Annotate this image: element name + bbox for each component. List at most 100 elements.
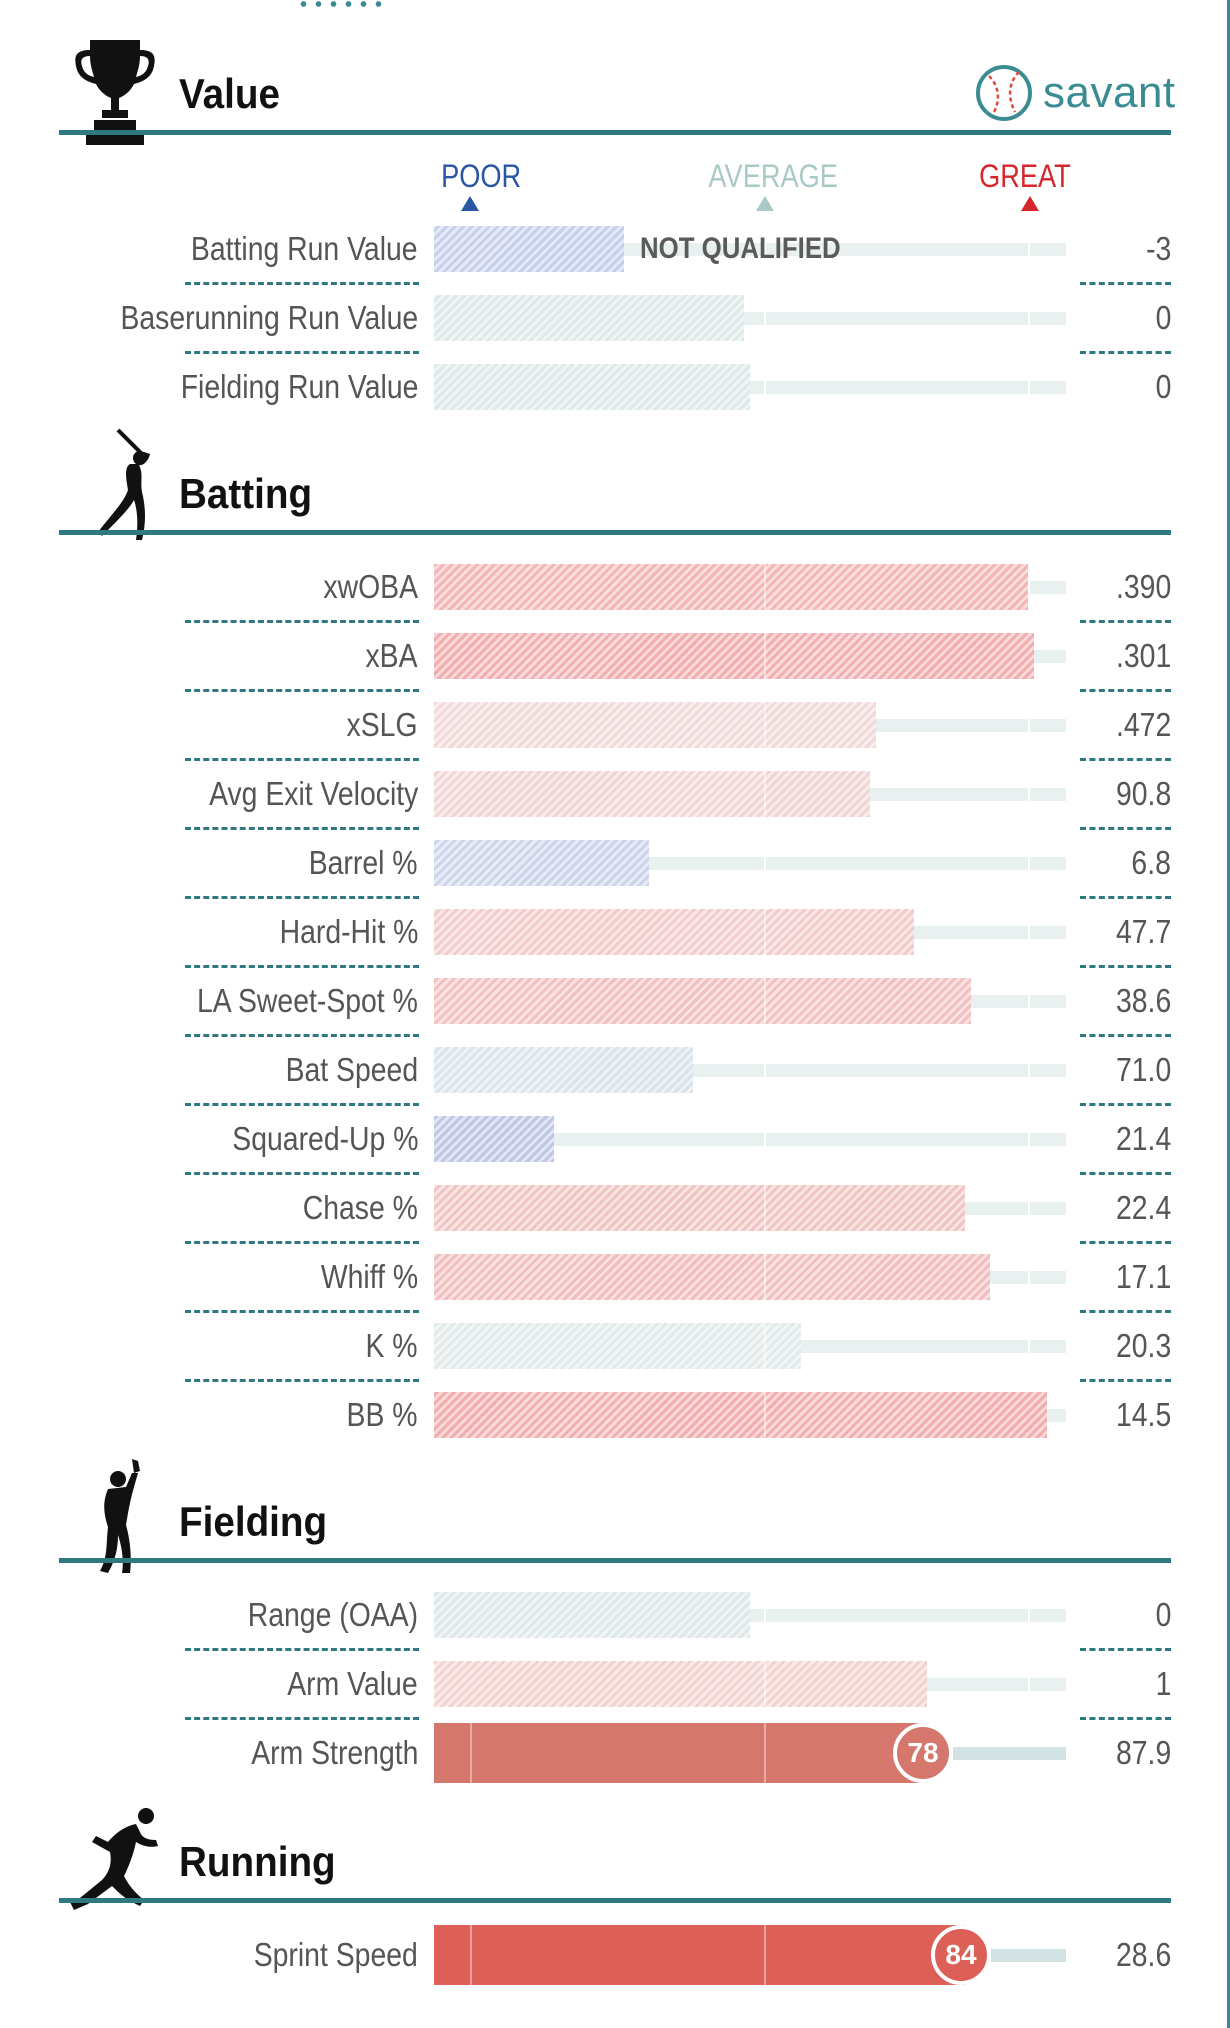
percentile-bar bbox=[434, 1254, 990, 1300]
scale-label-great: GREAT bbox=[979, 158, 1071, 194]
scale-label-poor: POOR bbox=[441, 158, 522, 194]
row-divider bbox=[185, 1172, 419, 1175]
not-qualified-label: NOT QUALIFIED bbox=[640, 232, 841, 265]
percentile-bar bbox=[434, 1925, 965, 1985]
row-divider bbox=[185, 1379, 419, 1382]
metric-label: LA Sweet-Spot % bbox=[197, 982, 418, 1019]
metric-row[interactable]: Arm Strength 78 87.9 bbox=[0, 1723, 1230, 1783]
metric-row[interactable]: Arm Value 1 bbox=[0, 1654, 1230, 1720]
scale-arrow-poor bbox=[461, 196, 479, 211]
row-divider bbox=[1080, 1241, 1171, 1244]
percentile-badge: 84 bbox=[931, 1925, 991, 1985]
section-title-fielding: Fielding bbox=[179, 1498, 328, 1545]
percentile-bar bbox=[434, 1723, 927, 1783]
row-divider bbox=[185, 1648, 419, 1651]
percentile-bar bbox=[434, 1323, 801, 1369]
metric-row[interactable]: Fielding Run Value 0 bbox=[0, 357, 1230, 417]
metric-value: 90.8 bbox=[1115, 775, 1171, 812]
percentile-bar bbox=[434, 1592, 750, 1638]
scale-tick bbox=[764, 1185, 766, 1231]
scale-tick bbox=[764, 1133, 766, 1146]
metric-row[interactable]: Sprint Speed 84 28.6 bbox=[0, 1925, 1230, 1985]
percentile-badge: 78 bbox=[893, 1723, 953, 1783]
scale-tick bbox=[1028, 1133, 1030, 1146]
percentile-bar bbox=[434, 1392, 1047, 1438]
row-divider bbox=[185, 351, 419, 354]
scale-tick bbox=[764, 1661, 766, 1707]
metric-row[interactable]: Avg Exit Velocity 90.8 bbox=[0, 764, 1230, 830]
savant-logo[interactable]: savant bbox=[975, 64, 1176, 122]
metric-row[interactable]: LA Sweet-Spot % 38.6 bbox=[0, 971, 1230, 1037]
row-divider bbox=[1080, 351, 1171, 354]
metric-row[interactable]: BB % 14.5 bbox=[0, 1385, 1230, 1445]
metric-value: 22.4 bbox=[1115, 1189, 1171, 1226]
row-divider bbox=[1080, 282, 1171, 285]
metric-label: Arm Strength bbox=[250, 1734, 418, 1771]
row-divider bbox=[1080, 1172, 1171, 1175]
metric-row[interactable]: xSLG .472 bbox=[0, 695, 1230, 761]
row-divider bbox=[185, 758, 419, 761]
metric-value: 14.5 bbox=[1115, 1396, 1171, 1433]
row-divider bbox=[185, 965, 419, 968]
scale-tick bbox=[764, 702, 766, 748]
scale-tick bbox=[1028, 1678, 1030, 1691]
percentile-track bbox=[953, 1747, 1066, 1760]
metric-row[interactable]: Whiff % 17.1 bbox=[0, 1247, 1230, 1313]
percentile-bar bbox=[434, 226, 624, 272]
metric-row[interactable]: Baserunning Run Value 0 bbox=[0, 288, 1230, 354]
metric-row[interactable]: Barrel % 6.8 bbox=[0, 833, 1230, 899]
metric-value: 6.8 bbox=[1131, 844, 1171, 881]
metric-row[interactable]: xBA .301 bbox=[0, 626, 1230, 692]
metric-label: Barrel % bbox=[309, 844, 418, 881]
metric-label: Chase % bbox=[302, 1189, 418, 1226]
scale-arrow-average bbox=[756, 196, 774, 211]
metric-value: -3 bbox=[1145, 230, 1171, 267]
section-divider-batting bbox=[59, 530, 1171, 535]
row-divider bbox=[185, 1717, 419, 1720]
metric-label: Squared-Up % bbox=[231, 1120, 418, 1157]
scale-tick bbox=[764, 1925, 766, 1985]
percentile-bar bbox=[434, 1185, 965, 1231]
percentile-bar bbox=[434, 295, 744, 341]
scale-tick bbox=[1028, 243, 1030, 256]
scale-tick bbox=[764, 771, 766, 817]
pager-dots bbox=[296, 0, 388, 8]
percentile-bar bbox=[434, 633, 1034, 679]
row-divider bbox=[1080, 1034, 1171, 1037]
metric-row[interactable]: Squared-Up % 21.4 bbox=[0, 1109, 1230, 1175]
metric-row[interactable]: xwOBA .390 bbox=[0, 557, 1230, 623]
metric-label: Sprint Speed bbox=[253, 1936, 418, 1973]
scale-tick bbox=[764, 381, 766, 394]
row-divider bbox=[1080, 1379, 1171, 1382]
scale-tick bbox=[764, 857, 766, 870]
percentile-bar bbox=[434, 1661, 927, 1707]
metric-label: Fielding Run Value bbox=[180, 368, 418, 405]
metric-row[interactable]: K % 20.3 bbox=[0, 1316, 1230, 1382]
runner-icon bbox=[66, 1806, 162, 1921]
metric-row[interactable]: Chase % 22.4 bbox=[0, 1178, 1230, 1244]
metric-row[interactable]: Range (OAA) 0 bbox=[0, 1585, 1230, 1651]
percentile-track bbox=[434, 1133, 1066, 1146]
percentile-bar bbox=[434, 564, 1028, 610]
savant-logo-text: savant bbox=[1043, 68, 1176, 117]
metric-row[interactable]: Hard-Hit % 47.7 bbox=[0, 902, 1230, 968]
metric-label: Baserunning Run Value bbox=[120, 299, 418, 336]
metric-value: .390 bbox=[1115, 568, 1171, 605]
row-divider bbox=[1080, 1717, 1171, 1720]
metric-row[interactable]: Bat Speed 71.0 bbox=[0, 1040, 1230, 1106]
metric-value: 1 bbox=[1155, 1665, 1171, 1702]
scale-tick bbox=[764, 1723, 766, 1783]
percentile-bar bbox=[434, 1047, 693, 1093]
section-divider-value bbox=[59, 130, 1171, 135]
metric-value: .472 bbox=[1115, 706, 1171, 743]
metric-value: 20.3 bbox=[1115, 1327, 1171, 1364]
row-divider bbox=[1080, 1103, 1171, 1106]
metric-label: xwOBA bbox=[323, 568, 418, 605]
percentile-bar bbox=[434, 978, 971, 1024]
scale-tick bbox=[1028, 719, 1030, 732]
metric-value: .301 bbox=[1115, 637, 1171, 674]
row-divider bbox=[185, 689, 419, 692]
metric-row[interactable]: Batting Run Value NOT QUALIFIED -3 bbox=[0, 219, 1230, 285]
row-divider bbox=[185, 827, 419, 830]
metric-label: K % bbox=[365, 1327, 418, 1364]
